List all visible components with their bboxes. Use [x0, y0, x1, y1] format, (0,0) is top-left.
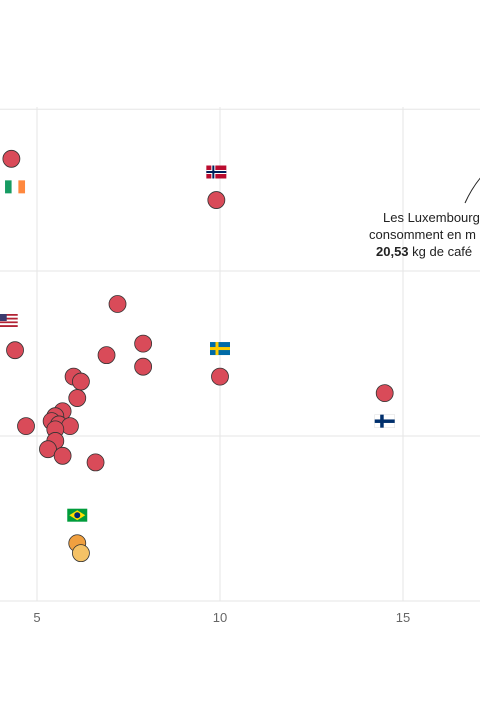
x-tick-label: 5: [33, 610, 40, 625]
annotation-line-2: consomment en m: [369, 227, 476, 242]
chart-grid: [0, 107, 480, 602]
data-point: [6, 341, 24, 360]
data-point: [72, 544, 90, 563]
data-point: [375, 384, 394, 403]
data-point: [134, 357, 153, 376]
flag-finland-icon: [374, 414, 395, 428]
data-point: [72, 372, 90, 391]
flag-norway-icon: [206, 165, 227, 179]
flag-ireland-icon: [5, 180, 26, 194]
luxembourg-annotation: Les Luxembourg consomment en m 20,53 kg …: [369, 177, 480, 259]
data-point: [86, 453, 105, 472]
annotation-pointer-line: [464, 177, 480, 204]
data-point: [2, 149, 21, 168]
data-point: [61, 417, 79, 436]
data-point: [97, 346, 116, 365]
annotation-line-3: 20,53 kg de café: [376, 244, 472, 259]
flag-sweden-icon: [210, 342, 230, 356]
data-point: [68, 389, 87, 407]
data-point: [108, 295, 127, 313]
data-point: [211, 367, 229, 386]
data-points: [2, 149, 394, 563]
annotation-value: 20,53: [376, 244, 409, 259]
data-point: [134, 334, 153, 353]
annotation-unit: kg de café: [409, 244, 473, 259]
annotation-line-1: Les Luxembourg: [383, 210, 480, 225]
flag-united-states-icon: [0, 314, 18, 327]
x-tick-label: 10: [213, 610, 227, 625]
x-tick-label: 15: [396, 610, 410, 625]
data-point: [207, 191, 226, 209]
country-flags: [0, 165, 395, 522]
flag-brazil-icon: [67, 508, 88, 522]
data-point: [39, 440, 57, 459]
data-point: [53, 446, 72, 465]
x-axis-ticks: 5 10 15: [33, 610, 410, 625]
data-point: [17, 417, 35, 436]
